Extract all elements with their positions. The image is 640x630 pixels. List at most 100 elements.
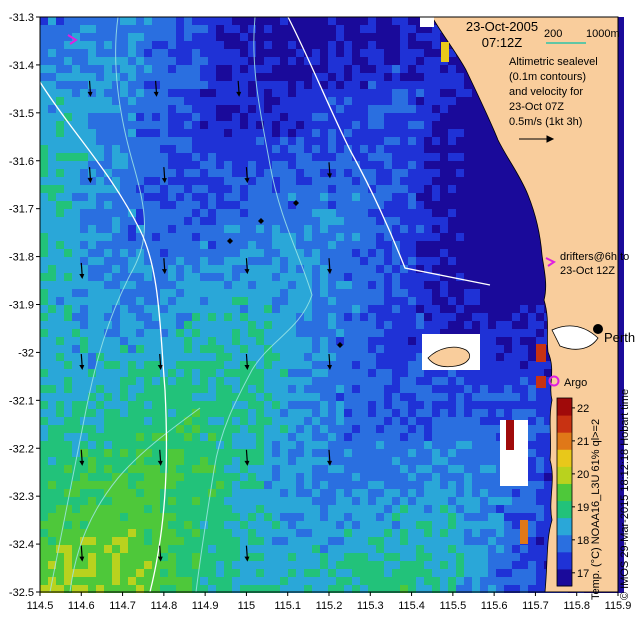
- heat-cell: [336, 425, 344, 433]
- heat-cell: [48, 185, 56, 193]
- heat-cell: [544, 521, 552, 529]
- heat-cell: [200, 497, 208, 505]
- heat-cell: [184, 129, 192, 137]
- heat-cell: [280, 489, 288, 497]
- heat-cell: [480, 337, 488, 345]
- heat-cell: [312, 265, 320, 273]
- heat-cell: [208, 73, 216, 81]
- heat-cell: [464, 81, 472, 89]
- heat-cell: [288, 289, 296, 297]
- heat-cell: [184, 321, 192, 329]
- heat-cell: [208, 233, 216, 241]
- heat-cell: [376, 65, 384, 73]
- heat-cell: [128, 193, 136, 201]
- heat-cell: [80, 33, 88, 41]
- heat-cell: [408, 313, 416, 321]
- heat-cell: [160, 33, 168, 41]
- heat-cell: [384, 409, 392, 417]
- heat-cell: [304, 425, 312, 433]
- heat-cell: [480, 361, 488, 369]
- heat-cell: [344, 265, 352, 273]
- heat-cell: [480, 353, 488, 361]
- heat-cell: [392, 33, 400, 41]
- heat-cell: [104, 457, 112, 465]
- heat-cell: [384, 65, 392, 73]
- heat-cell: [488, 553, 496, 561]
- heat-cell: [240, 529, 248, 537]
- heat-cell: [288, 433, 296, 441]
- heat-cell: [112, 25, 120, 33]
- heat-cell: [408, 393, 416, 401]
- heat-cell: [64, 209, 72, 217]
- heat-cell: [496, 489, 504, 497]
- heat-cell: [416, 441, 424, 449]
- heat-cell: [304, 377, 312, 385]
- heat-cell: [40, 65, 48, 73]
- heat-cell: [480, 289, 488, 297]
- heat-cell: [96, 97, 104, 105]
- heat-cell: [192, 393, 200, 401]
- heat-cell: [296, 401, 304, 409]
- heat-cell: [144, 497, 152, 505]
- heat-cell: [168, 185, 176, 193]
- heat-cell: [344, 385, 352, 393]
- heat-cell: [128, 329, 136, 337]
- heat-cell: [72, 505, 80, 513]
- heat-cell: [376, 57, 384, 65]
- heat-cell: [120, 233, 128, 241]
- heat-cell: [64, 465, 72, 473]
- heat-cell: [328, 281, 336, 289]
- heat-cell: [80, 337, 88, 345]
- heat-cell: [448, 73, 456, 81]
- heat-cell: [424, 73, 432, 81]
- heat-cell: [520, 513, 528, 521]
- heat-cell: [96, 305, 104, 313]
- heat-cell: [528, 417, 536, 425]
- heat-cell: [232, 241, 240, 249]
- heat-cell: [312, 105, 320, 113]
- heat-cell: [368, 281, 376, 289]
- heat-cell: [184, 529, 192, 537]
- heat-cell: [272, 65, 280, 73]
- heat-cell: [408, 145, 416, 153]
- heat-cell: [200, 185, 208, 193]
- heat-cell: [64, 377, 72, 385]
- heat-cell: [320, 465, 328, 473]
- heat-cell: [56, 417, 64, 425]
- heat-cell: [88, 137, 96, 145]
- heat-cell: [272, 441, 280, 449]
- heat-cell: [512, 553, 520, 561]
- heat-cell: [448, 137, 456, 145]
- heat-cell: [264, 185, 272, 193]
- heat-cell: [464, 145, 472, 153]
- heat-cell: [504, 193, 512, 201]
- heat-cell: [480, 521, 488, 529]
- heat-cell: [168, 401, 176, 409]
- heat-cell: [384, 313, 392, 321]
- heat-cell: [88, 537, 96, 545]
- heat-cell: [528, 297, 536, 305]
- heat-cell: [456, 177, 464, 185]
- heat-cell: [376, 553, 384, 561]
- heat-cell: [424, 241, 432, 249]
- heat-cell: [304, 161, 312, 169]
- heat-cell: [472, 441, 480, 449]
- heat-cell: [144, 353, 152, 361]
- heat-cell: [192, 113, 200, 121]
- heat-cell: [408, 473, 416, 481]
- heat-cell: [312, 521, 320, 529]
- heat-cell: [192, 81, 200, 89]
- heat-cell: [464, 97, 472, 105]
- heat-cell: [280, 193, 288, 201]
- heat-cell: [328, 401, 336, 409]
- heat-cell: [304, 201, 312, 209]
- heat-cell: [376, 401, 384, 409]
- heat-cell: [376, 153, 384, 161]
- heat-cell: [256, 33, 264, 41]
- heat-cell: [248, 233, 256, 241]
- heat-cell: [360, 241, 368, 249]
- heat-cell: [176, 289, 184, 297]
- heat-cell: [256, 473, 264, 481]
- heat-cell: [184, 329, 192, 337]
- heat-cell: [192, 201, 200, 209]
